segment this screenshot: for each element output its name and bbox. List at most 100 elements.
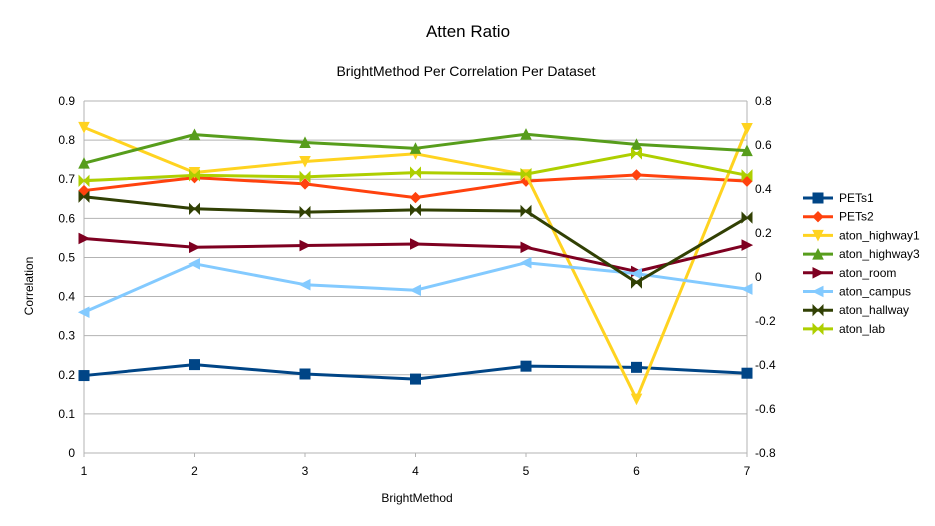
y2-tick-label: -0.6	[755, 402, 776, 416]
legend-label: aton_highway3	[839, 247, 920, 261]
x-tick-label: 1	[81, 464, 88, 478]
data-point	[630, 393, 643, 406]
axes	[83, 101, 748, 457]
y-axis-title: Correlation	[22, 257, 36, 316]
data-point	[299, 178, 311, 190]
data-point	[299, 156, 311, 168]
data-point	[78, 190, 90, 203]
data-point	[741, 123, 753, 135]
data-point	[189, 202, 200, 216]
series-group	[77, 121, 754, 406]
legend-marker	[811, 285, 824, 298]
data-point	[519, 256, 532, 269]
legend-label: aton_room	[839, 266, 896, 280]
legend-marker	[812, 192, 824, 204]
chart-subtitle: BrightMethod Per Correlation Per Dataset	[336, 63, 595, 79]
series-aton_hallway	[78, 190, 753, 289]
data-point	[520, 241, 533, 254]
data-point	[189, 241, 201, 254]
y-tick-label: 0.7	[58, 172, 75, 186]
legend-marker	[812, 303, 824, 317]
x-tick-label: 5	[523, 464, 530, 478]
x-tick-label: 2	[191, 464, 198, 478]
data-point	[409, 284, 421, 297]
data-point	[77, 306, 90, 319]
y-tick-label: 0.3	[58, 329, 75, 343]
data-point	[741, 169, 753, 182]
data-point	[409, 191, 422, 204]
data-point	[410, 166, 421, 179]
data-point	[188, 128, 201, 141]
legend-label: aton_highway1	[839, 228, 920, 242]
y-tick-label: 0.2	[58, 368, 75, 382]
y2-tick-label: 0.4	[755, 182, 772, 196]
x-tick-label: 4	[412, 464, 419, 478]
legend-item: aton_campus	[803, 285, 911, 299]
legend-marker	[812, 322, 824, 336]
y-tick-label: 0.4	[58, 290, 75, 304]
legend-item: PETs2	[803, 210, 874, 224]
y-tick-label: 0.5	[58, 250, 75, 264]
y-tick-label: 0	[68, 446, 75, 460]
data-point	[630, 138, 643, 150]
y2-tick-label: -0.4	[755, 358, 776, 372]
series-aton_highway3	[78, 128, 753, 169]
y-tick-label: 0.8	[58, 133, 75, 147]
data-point	[78, 121, 90, 134]
legend-item: aton_hallway	[803, 303, 909, 317]
data-point	[299, 239, 312, 252]
data-point	[741, 144, 753, 157]
legend-item: aton_room	[803, 266, 896, 280]
series-aton_campus	[77, 256, 753, 319]
data-point	[189, 169, 200, 182]
series-PETs1	[78, 359, 753, 385]
legend-label: PETs2	[839, 210, 874, 224]
data-point	[299, 205, 311, 219]
data-point	[78, 370, 90, 382]
data-point	[630, 267, 642, 280]
data-point	[78, 157, 90, 169]
x-axis-title: BrightMethod	[381, 491, 452, 505]
legend-marker	[812, 210, 824, 223]
y2-tick-label: -0.8	[755, 446, 776, 460]
legend-item: PETs1	[803, 191, 874, 205]
data-point	[78, 184, 90, 197]
y2-tick-label: 0.6	[755, 138, 772, 152]
chart-title: Atten Ratio	[426, 22, 510, 41]
data-point	[78, 174, 90, 187]
legend-marker	[812, 247, 824, 260]
data-point	[188, 257, 200, 270]
data-point	[299, 136, 311, 148]
y-tick-label: 0.1	[58, 407, 75, 421]
x-tick-label: 6	[633, 464, 640, 478]
y-tick-label: 0.6	[58, 211, 75, 225]
data-point	[520, 360, 532, 372]
data-point	[298, 278, 311, 291]
gridlines	[84, 100, 747, 454]
data-point	[740, 283, 753, 295]
legend-marker	[812, 229, 824, 242]
series-aton_lab	[78, 147, 753, 187]
legend-label: aton_campus	[839, 285, 911, 299]
data-point	[741, 367, 753, 379]
data-point	[631, 147, 642, 160]
legend-marker	[812, 266, 825, 279]
data-point	[189, 359, 200, 371]
data-point	[631, 276, 642, 289]
data-point	[299, 170, 311, 184]
x-tick-label: 7	[744, 464, 751, 478]
y2-tick-label: -0.2	[755, 314, 776, 328]
tick-labels: 0 0.1 0.2 0.3 0.4 0.5 0.6 0.7 0.8 0.9 -0.8 -0.6 -0.4…	[58, 94, 776, 478]
data-point	[630, 169, 643, 181]
series-aton_highway1	[78, 121, 753, 406]
data-point	[78, 232, 91, 245]
legend: PETs1 PETs2 aton_highway1 aton_highway3aton…	[803, 191, 920, 336]
y-tick-label: 0.9	[58, 94, 75, 108]
data-point	[410, 203, 421, 217]
legend-label: aton_hallway	[839, 303, 909, 317]
legend-item: aton_lab	[803, 322, 885, 336]
y2-tick-label: 0	[755, 270, 762, 284]
y2-tick-label: 0.8	[755, 94, 772, 108]
data-point	[410, 238, 422, 250]
